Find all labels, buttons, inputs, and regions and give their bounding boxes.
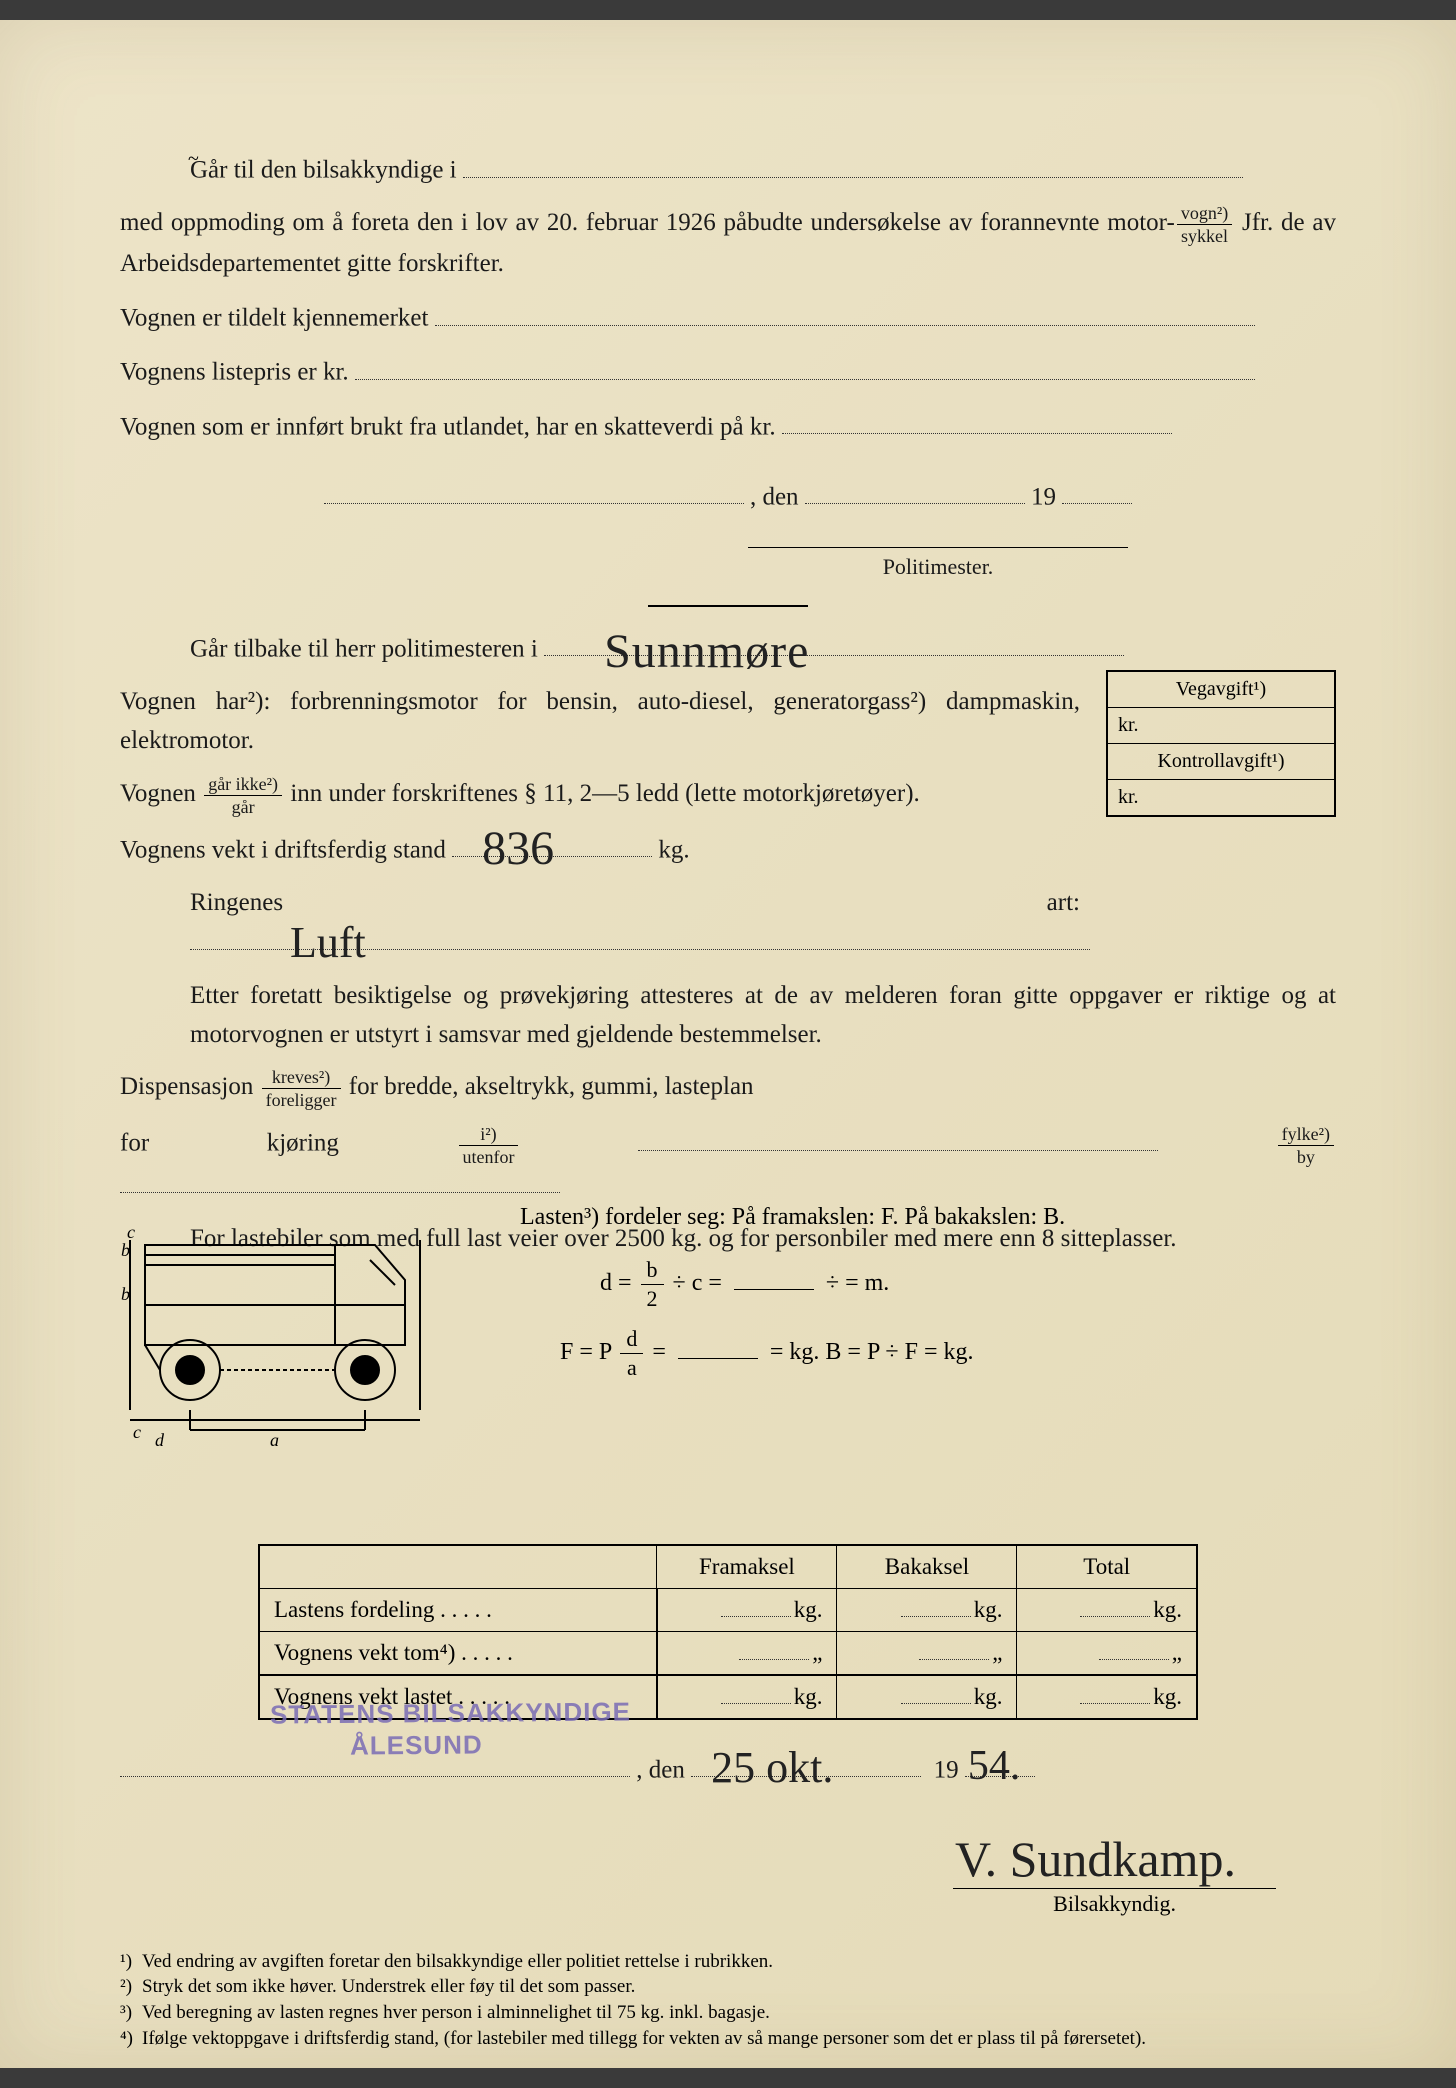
- year-blank: 54.: [965, 1750, 1035, 1778]
- footnotes: ¹)Ved endring av avgiften foretar den bi…: [120, 1949, 1336, 2052]
- weight-unit: kg.: [658, 836, 689, 863]
- fee-box: Vegavgift¹) kr. Kontrollavgift¹) kr.: [1106, 670, 1336, 817]
- motor-line2-pre: Vognen: [120, 780, 202, 807]
- rings-value: Luft: [290, 909, 366, 977]
- th-blank: [259, 1545, 657, 1589]
- year-prefix: 19: [934, 1756, 959, 1783]
- blank-line: [120, 1166, 560, 1194]
- disp-fraction: kreves²)foreligger: [262, 1068, 341, 1109]
- formula-eq2: =: [652, 1339, 666, 1365]
- fylke-fraction: fylke²)by: [1278, 1125, 1334, 1166]
- motor-section: Vognen har²): forbrenningsmotor for bens…: [120, 683, 1080, 963]
- drive-pre: for kjøring: [120, 1130, 457, 1157]
- bilsakkyndig-label: Bilsakkyndig.: [953, 1888, 1276, 1919]
- document-page: ~ Går til den bilsakkyndige i med oppmod…: [0, 20, 1456, 2068]
- signature-hand: V. Sundkamp.: [120, 1830, 1276, 1888]
- signature-block: V. Sundkamp. Bilsakkyndig.: [120, 1830, 1336, 1919]
- svg-text:c: c: [127, 1222, 135, 1242]
- return-prefix: Går tilbake til herr politimesteren i: [190, 635, 538, 662]
- intro-line1: Går til den bilsakkyndige i: [190, 157, 457, 184]
- formula-f: F = P: [560, 1339, 611, 1365]
- tilde-mark: ~: [188, 148, 199, 171]
- rings-blank: Luft: [190, 923, 1090, 951]
- attest-line1: Etter foretatt besiktigelse og prøvekjør…: [120, 977, 1336, 1055]
- dist-label: Lasten³) fordeler seg: På framakslen: F.…: [520, 1195, 1320, 1241]
- year-hand: 54.: [968, 1734, 1021, 1799]
- blank-line: [638, 1123, 1158, 1151]
- th-bakaksel: Bakaksel: [837, 1545, 1017, 1589]
- year-prefix: 19: [1031, 483, 1056, 510]
- table-row: Vognens vekt tom⁴) . . . . . „ „ „: [259, 1631, 1197, 1675]
- formula-c: ÷ c =: [673, 1270, 722, 1296]
- motor-line2-post: inn under forskriftenes § 11, 2—5 ledd (…: [284, 780, 920, 807]
- weight-value: 836: [482, 812, 554, 886]
- return-blank: Sunnmøre: [544, 629, 1124, 657]
- weight-label: Vognens vekt i driftsferdig stand: [120, 836, 446, 863]
- truck-diagram: c c a d b b: [115, 1200, 485, 1450]
- attest-section: Etter foretatt besiktigelse og prøvekjør…: [120, 977, 1336, 1206]
- blank-line: [324, 477, 744, 505]
- motor-line1: Vognen har²): forbrenningsmotor for bens…: [120, 683, 1080, 761]
- blank-line: [1062, 477, 1132, 505]
- svg-text:d: d: [155, 1430, 165, 1450]
- blank-line: [435, 298, 1255, 326]
- blank-line: [463, 150, 1243, 178]
- fee-kr1: kr.: [1108, 708, 1334, 744]
- disp-post: for bredde, akseltrykk, gummi, lasteplan: [343, 1073, 754, 1100]
- fee-kontroll: Kontrollavgift¹): [1108, 744, 1334, 780]
- footnote-1: Ved endring av avgiften foretar den bils…: [142, 1949, 773, 1975]
- intro-line2: med oppmoding om å foreta den i lov av 2…: [120, 209, 1175, 236]
- politimester-label: Politimester.: [748, 547, 1128, 584]
- footnote-4: Ifølge vektoppgave i driftsferdig stand,…: [142, 2026, 1146, 2052]
- svg-text:a: a: [270, 1430, 279, 1450]
- blank-line: [782, 407, 1172, 435]
- stamp-line1: STATENS BILSAKKYNDIGE: [270, 1696, 631, 1730]
- th-framaksel: Framaksel: [657, 1545, 837, 1589]
- svg-text:c: c: [133, 1422, 141, 1442]
- table-wrapper: Framaksel Bakaksel Total Lastens fordeli…: [120, 1544, 1336, 1720]
- return-handwritten: Sunnmøre: [604, 615, 809, 689]
- intro-line5: Vognen som er innført brukt fra utlandet…: [120, 413, 776, 440]
- vogn-sykkel-fraction: vogn²)sykkel: [1177, 204, 1232, 245]
- date-hand: 25 okt.: [711, 1734, 833, 1802]
- formula-area: Lasten³) fordeler seg: På framakslen: F.…: [520, 1195, 1320, 1379]
- weight-blank: 836: [452, 830, 652, 858]
- drive-fraction: i²)utenfor: [459, 1125, 519, 1166]
- date-den: , den: [750, 483, 799, 510]
- fee-vegavgift: Vegavgift¹): [1108, 672, 1334, 708]
- blank-line: [120, 1750, 630, 1778]
- svg-text:b: b: [121, 1240, 130, 1260]
- intro-line3: Vognen er tildelt kjennemerket: [120, 305, 428, 332]
- footnote-3: Ved beregning av lasten regnes hver pers…: [142, 2000, 770, 2026]
- return-line: Går tilbake til herr politimesteren i Su…: [120, 629, 1336, 669]
- formula-eq1: ÷ = m.: [826, 1270, 889, 1296]
- formula-mid: = kg. B = P ÷ F = kg.: [770, 1339, 974, 1365]
- blank-line: [355, 352, 1255, 380]
- svg-text:b: b: [121, 1284, 130, 1304]
- top-section: Går til den bilsakkyndige i med oppmodin…: [120, 150, 1336, 587]
- intro-line4: Vognens listepris er kr.: [120, 359, 349, 386]
- blank-line: [805, 477, 1025, 505]
- footnote-2: Stryk det som ikke høver. Understrek ell…: [142, 1974, 635, 2000]
- disp-pre: Dispensasjon: [120, 1073, 260, 1100]
- bottom-den: , den: [636, 1756, 685, 1783]
- row2-label: Vognens vekt tom⁴) . . . . .: [259, 1631, 657, 1675]
- weight-table: Framaksel Bakaksel Total Lastens fordeli…: [258, 1544, 1198, 1720]
- bottom-date-line: , den 25 okt. 19 54.: [120, 1750, 1336, 1790]
- table-row: Lastens fordeling . . . . . kg. kg. kg.: [259, 1588, 1197, 1631]
- gaar-fraction: går ikke²)går: [204, 775, 282, 816]
- formula-d: d =: [600, 1270, 632, 1296]
- divider: [648, 605, 808, 607]
- fee-kr2: kr.: [1108, 780, 1334, 815]
- th-total: Total: [1017, 1545, 1197, 1589]
- date-blank: 25 okt.: [691, 1750, 921, 1778]
- row1-label: Lastens fordeling . . . . .: [259, 1588, 657, 1631]
